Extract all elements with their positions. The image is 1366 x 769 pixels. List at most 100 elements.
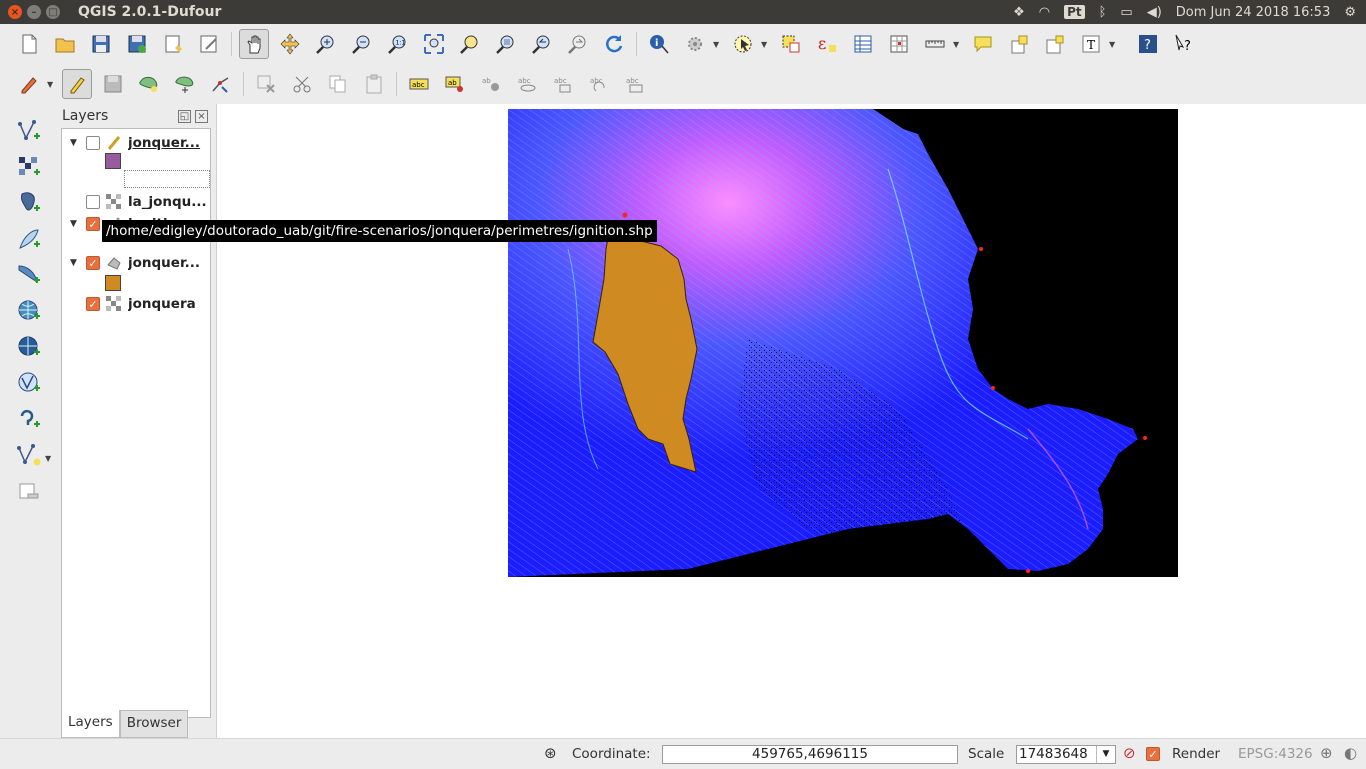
identify-icon[interactable]: i	[644, 29, 674, 59]
add-mssql-layer-icon[interactable]	[14, 260, 44, 290]
zoom-selection-icon[interactable]	[455, 29, 485, 59]
rotate-label-icon[interactable]: abc	[584, 69, 614, 99]
remove-layer-icon[interactable]	[14, 478, 44, 508]
map-canvas[interactable]	[216, 104, 1366, 738]
new-spatialite-layer-icon[interactable]	[14, 224, 44, 254]
new-shapefile-icon[interactable]	[14, 440, 44, 470]
add-postgis-layer-icon[interactable]	[14, 188, 44, 218]
save-edits-icon[interactable]	[98, 69, 128, 99]
move-feature-icon[interactable]	[170, 69, 200, 99]
new-project-icon[interactable]	[14, 29, 44, 59]
add-delimited-text-icon[interactable]	[14, 404, 44, 434]
layer-labeling-icon[interactable]: ab	[440, 69, 470, 99]
pan-icon[interactable]	[239, 29, 269, 59]
volume-icon[interactable]: ◀)	[1146, 4, 1162, 20]
attribute-table-icon[interactable]	[848, 29, 878, 59]
zoom-next-icon[interactable]	[563, 29, 593, 59]
change-label-icon[interactable]: abc	[620, 69, 650, 99]
layer-row[interactable]: la_jonqu...	[62, 192, 210, 212]
new-bookmark-icon[interactable]	[1004, 29, 1034, 59]
show-bookmarks-icon[interactable]	[1040, 29, 1070, 59]
keyboard-language-indicator[interactable]: Pt	[1064, 5, 1085, 19]
layer-row[interactable]: ▼ ✓ jonquer...	[62, 253, 210, 273]
save-project-icon[interactable]	[86, 29, 116, 59]
close-window-button[interactable]: ×	[8, 5, 22, 19]
move-label-icon[interactable]: abc	[548, 69, 578, 99]
field-calculator-icon[interactable]: ε	[812, 29, 842, 59]
expand-arrow-icon[interactable]: ▼	[70, 219, 77, 229]
refresh-icon[interactable]	[599, 29, 629, 59]
coordinate-field[interactable]: 459765,4696115	[662, 745, 958, 764]
whats-this-icon[interactable]: ?	[1169, 29, 1199, 59]
paste-features-icon[interactable]	[359, 69, 389, 99]
open-project-icon[interactable]	[50, 29, 80, 59]
toggle-editing-icon[interactable]	[62, 69, 92, 99]
expand-arrow-icon[interactable]: ▼	[70, 258, 77, 268]
close-panel-icon[interactable]: ×	[195, 110, 208, 123]
zoom-actual-icon[interactable]: 1:1	[383, 29, 413, 59]
battery-icon[interactable]: ▭	[1120, 4, 1133, 20]
minimize-window-button[interactable]: –	[27, 5, 41, 19]
current-edits-dropdown[interactable]: ▼	[47, 79, 54, 89]
add-raster-layer-icon[interactable]	[14, 152, 44, 182]
select-features-icon[interactable]	[728, 29, 758, 59]
pin-labels-icon[interactable]: ab	[476, 69, 506, 99]
expand-arrow-icon[interactable]: ▼	[70, 138, 77, 148]
wifi-icon[interactable]: ◠	[1038, 4, 1051, 20]
show-hide-labels-icon[interactable]: abc	[512, 69, 542, 99]
projection-icon[interactable]: ⊕	[1320, 744, 1333, 762]
copy-features-icon[interactable]	[323, 69, 353, 99]
maximize-window-button[interactable]: □	[46, 5, 60, 19]
layer-visibility-checkbox[interactable]	[86, 195, 100, 209]
layer-row[interactable]: ▼ jonquer...	[62, 133, 210, 153]
measure-dropdown[interactable]: ▼	[953, 39, 960, 49]
cut-features-icon[interactable]	[287, 69, 317, 99]
add-wfs-layer-icon[interactable]	[14, 368, 44, 398]
save-as-icon[interactable]	[122, 29, 152, 59]
add-feature-icon[interactable]	[134, 69, 164, 99]
messages-icon[interactable]: ◐	[1344, 744, 1358, 762]
layer-symbol-swatch[interactable]	[105, 275, 121, 291]
layer-visibility-checkbox[interactable]: ✓	[86, 297, 100, 311]
deselect-icon[interactable]	[776, 29, 806, 59]
label-tool-icon[interactable]: abc	[404, 69, 434, 99]
help-icon[interactable]: ?	[1133, 29, 1163, 59]
layer-visibility-checkbox[interactable]: ✓	[86, 256, 100, 270]
float-panel-icon[interactable]: ◱	[178, 110, 191, 123]
tab-layers[interactable]: Layers	[61, 710, 120, 738]
select-features-dropdown[interactable]: ▼	[761, 39, 768, 49]
add-wms-layer-icon[interactable]	[14, 296, 44, 326]
crs-status[interactable]: EPSG:4326	[1238, 746, 1313, 762]
layer-rename-field[interactable]	[124, 170, 210, 188]
run-action-dropdown[interactable]: ▼	[713, 39, 720, 49]
delete-selected-icon[interactable]	[251, 69, 281, 99]
run-action-icon[interactable]	[680, 29, 710, 59]
bluetooth-icon[interactable]: ᛒ	[1098, 4, 1107, 20]
measure-icon[interactable]	[920, 29, 950, 59]
toggle-extents-icon[interactable]: ⊛	[544, 744, 557, 762]
clock[interactable]: Dom Jun 24 2018 16:53	[1175, 4, 1331, 20]
text-annotation-icon[interactable]: T	[1076, 29, 1106, 59]
add-wcs-layer-icon[interactable]	[14, 332, 44, 362]
layer-visibility-checkbox[interactable]	[86, 136, 100, 150]
scale-dropdown-icon[interactable]: ▼	[1096, 746, 1115, 763]
current-edits-icon[interactable]	[14, 69, 44, 99]
statistics-icon[interactable]	[884, 29, 914, 59]
zoom-last-icon[interactable]	[527, 29, 557, 59]
stop-render-icon[interactable]: ⊘	[1123, 744, 1136, 762]
layer-row[interactable]: ✓ jonquera	[62, 294, 210, 314]
scale-combobox[interactable]: 17483648 ▼	[1016, 745, 1116, 764]
zoom-out-icon[interactable]	[347, 29, 377, 59]
pan-to-selection-icon[interactable]	[275, 29, 305, 59]
node-tool-icon[interactable]	[206, 69, 236, 99]
layer-visibility-checkbox[interactable]: ✓	[86, 217, 100, 231]
settings-gear-icon[interactable]: ⚙	[1344, 4, 1356, 20]
layer-symbol-swatch[interactable]	[105, 153, 121, 169]
composer-manager-icon[interactable]	[194, 29, 224, 59]
zoom-layer-icon[interactable]	[491, 29, 521, 59]
render-checkbox[interactable]: ✓	[1146, 747, 1160, 761]
zoom-in-icon[interactable]	[311, 29, 341, 59]
add-vector-layer-icon[interactable]	[14, 116, 44, 146]
tab-browser[interactable]: Browser	[119, 710, 189, 738]
new-layer-dropdown[interactable]: ▼	[45, 454, 52, 463]
